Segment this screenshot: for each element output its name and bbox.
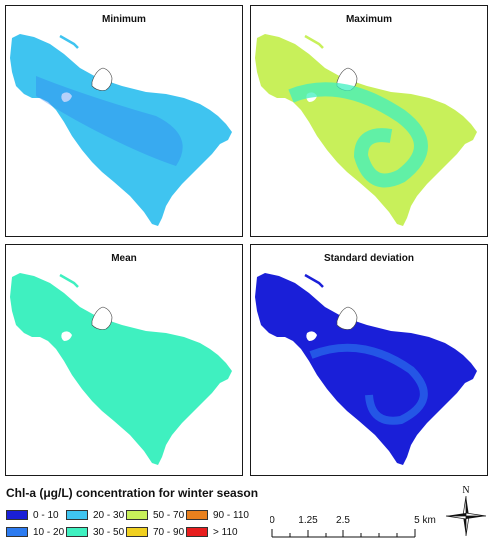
legend-item: 10 - 20 [6,526,65,538]
north-arrow-label: N [462,485,469,496]
lake-map-standard-deviation [255,273,477,465]
island [91,306,113,330]
scale-bar: 0 1.25 2.5 5 km [270,515,436,538]
island [61,331,72,341]
legend-label: 0 - 10 [33,509,59,521]
legend-label: 90 - 110 [213,509,249,521]
legend-swatch [6,510,28,520]
canal [59,34,79,49]
scale-bar-line [271,529,416,538]
lake-body [10,34,232,226]
lake-map-maximum [255,34,477,226]
concentration-swirl [309,343,428,425]
legend-label: 70 - 90 [153,526,185,538]
legend-title: Chl-a (μg/L) concentration for winter se… [6,486,259,500]
lake-body [255,273,477,465]
scale-tick-label: 5 km [414,515,436,526]
legend-item: 0 - 10 [6,509,59,521]
legend-item: 20 - 30 [66,509,125,521]
map-panel-standard-deviation: Standard deviation [250,244,488,476]
panel-title-maximum: Maximum [345,14,393,25]
legend-swatch [126,527,148,537]
lake-map-mean [10,273,232,465]
map-panel-minimum: Minimum [5,5,243,237]
scale-tick-label: 2.5 [336,515,350,526]
panel-title-standard-deviation: Standard deviation [323,253,414,264]
legend-swatch [66,510,88,520]
legend-item: 50 - 70 [126,509,185,521]
lake-body [255,34,477,226]
legend-swatch [66,527,88,537]
map-panel-mean: Mean [5,244,243,476]
lake-body [10,273,232,465]
legend-swatch [186,510,208,520]
island [336,306,358,330]
legend-swatch [186,527,208,537]
legend-label: > 110 [213,526,238,538]
legend-item: 30 - 50 [66,526,125,538]
legend-label: 10 - 20 [33,526,65,538]
legend-label: 50 - 70 [153,509,185,521]
canal [304,273,324,288]
legend-swatch [126,510,148,520]
legend-item: 70 - 90 [126,526,185,538]
legend-label: 20 - 30 [93,509,125,521]
legend-swatch [6,527,28,537]
lake-map-minimum [10,34,232,226]
legend-label: 30 - 50 [93,526,125,538]
canal [304,34,324,49]
map-panel-maximum: Maximum [250,5,488,237]
legend-item: > 110 [186,526,238,538]
scale-tick-label: 0 [270,515,275,526]
panel-title-minimum: Minimum [102,14,146,25]
island [61,92,72,102]
canal [59,273,79,288]
north-arrow-icon: N [445,485,487,537]
concentration-patch [36,76,183,166]
scale-tick-label: 1.25 [298,515,318,526]
island [306,331,317,341]
panel-title-mean: Mean [111,253,137,264]
island [91,67,113,91]
legend-item: 90 - 110 [186,509,249,521]
concentration-swirl [288,82,428,188]
